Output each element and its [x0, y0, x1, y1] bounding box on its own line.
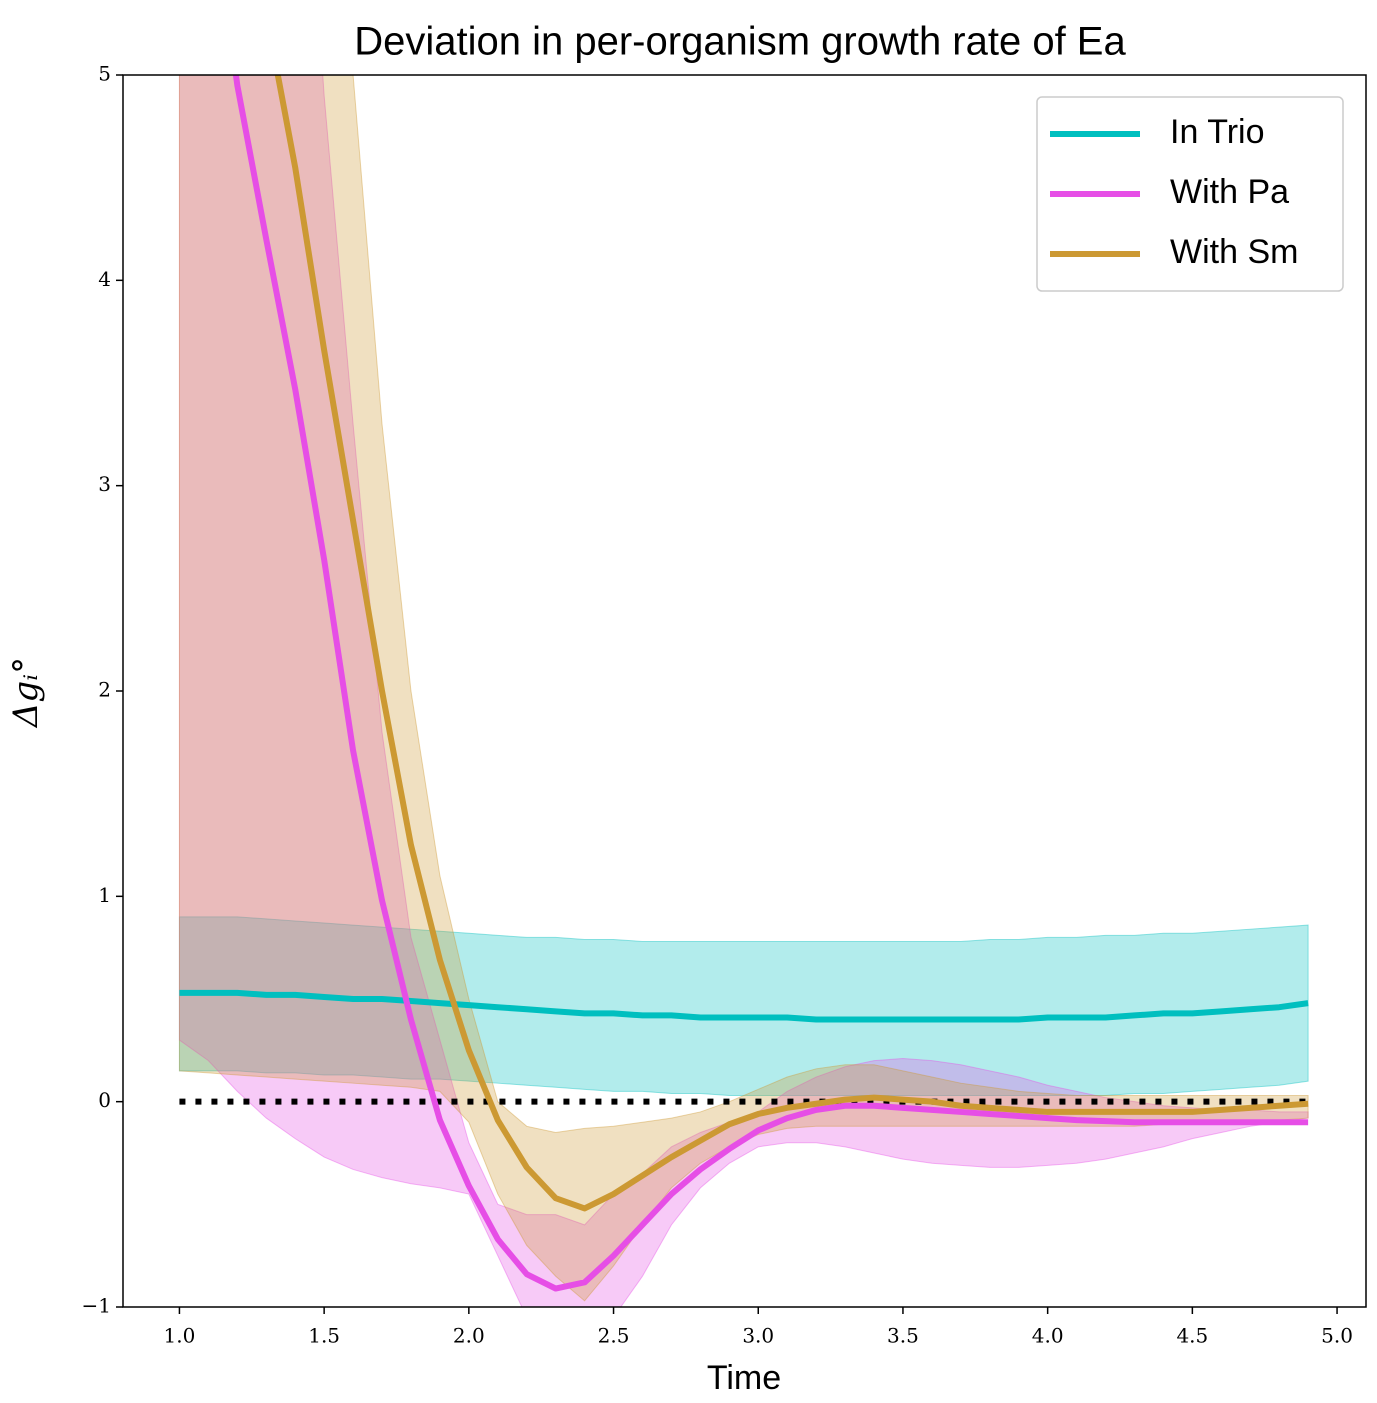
x-tick-label: 1.0 — [164, 1324, 196, 1348]
x-tick-label: 2.5 — [598, 1324, 630, 1348]
x-tick-label: 3.0 — [742, 1324, 774, 1348]
x-tick-label: 5.0 — [1321, 1324, 1353, 1348]
y-axis-label: Δgᵢ° — [6, 657, 46, 729]
y-tick-label: 0 — [98, 1088, 111, 1112]
legend-box — [1036, 96, 1344, 292]
confidence-band — [178, 75, 1309, 1307]
y-tick-label: 4 — [98, 267, 111, 291]
confidence-band — [178, 75, 1309, 1302]
plot-area — [178, 75, 1309, 1307]
x-tick-label: 3.5 — [887, 1324, 919, 1348]
legend-label: With Sm — [1170, 233, 1298, 271]
confidence-band — [178, 916, 1309, 1097]
x-tick-label: 4.5 — [1176, 1324, 1208, 1348]
x-tick-label: 2.0 — [453, 1324, 485, 1348]
y-tick-label: 2 — [98, 678, 111, 702]
y-tick-label: 3 — [98, 472, 111, 496]
y-tick-label: −1 — [82, 1294, 111, 1318]
line — [232, 75, 1309, 1292]
x-tick-label: 1.5 — [308, 1324, 340, 1348]
x-tick-label: 4.0 — [1032, 1324, 1064, 1348]
y-tick-label: 5 — [98, 62, 111, 86]
line — [179, 989, 1309, 1023]
line — [274, 75, 1309, 1212]
legend-label: With Pa — [1170, 173, 1289, 211]
x-axis-label: Time — [707, 1359, 781, 1397]
chart-title: Deviation in per-organism growth rate of… — [354, 20, 1126, 64]
legend-label: In Trio — [1170, 113, 1264, 151]
y-tick-label: 1 — [98, 883, 111, 907]
legend: In Trio With Pa With Sm — [1036, 96, 1344, 292]
